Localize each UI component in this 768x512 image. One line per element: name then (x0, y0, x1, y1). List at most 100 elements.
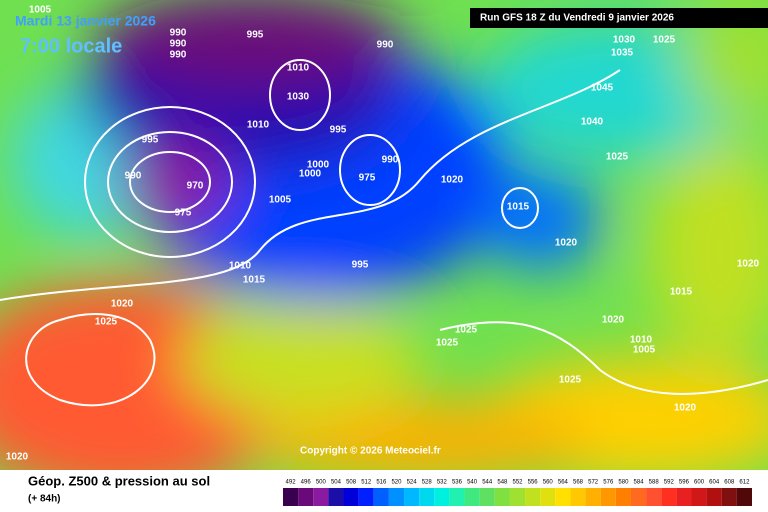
legend-swatch (509, 488, 526, 506)
time: 7:00 locale (20, 35, 122, 57)
legend-tick: 564 (558, 480, 569, 486)
legend-tick: 568 (573, 480, 584, 486)
legend-swatch (630, 488, 647, 506)
isobar-label: 990 (170, 39, 187, 50)
isobar-label: 990 (125, 171, 142, 182)
isobar-label: 1020 (555, 238, 578, 249)
legend-tick: 584 (634, 480, 645, 486)
legend-tick: 608 (724, 480, 735, 486)
run-box (470, 8, 768, 28)
isobar-label: 975 (175, 208, 192, 219)
isobar-label: 1005 (29, 5, 52, 16)
isobar-label: 995 (352, 260, 369, 271)
isobar-label: 1025 (606, 152, 629, 163)
legend-swatch (283, 488, 299, 506)
legend-swatch (721, 488, 737, 506)
legend-swatch (646, 488, 662, 506)
legend-tick: 520 (391, 480, 402, 486)
legend-swatch (615, 488, 631, 506)
isobar-label: 1010 (247, 120, 270, 131)
isobar-label: 1025 (95, 317, 118, 328)
isobar-label: 1000 (299, 169, 322, 180)
field (0, 0, 768, 500)
run: Run GFS 18 Z du Vendredi 9 janvier 2026 (480, 13, 674, 24)
legend-tick: 612 (739, 480, 750, 486)
isobar-label: 1010 (630, 335, 653, 346)
legend-swatch (494, 488, 510, 506)
legend-swatch (449, 488, 465, 506)
isobar-label: 995 (142, 135, 159, 146)
legend-tick: 556 (528, 480, 539, 486)
footer-subtitle: (+ 84h) (28, 494, 61, 505)
copyright: Copyright © 2026 Meteociel.fr (300, 446, 441, 457)
legend-tick: 552 (512, 480, 523, 486)
isobar-label: 1025 (436, 338, 459, 349)
legend-swatch (585, 488, 601, 506)
legend-swatch (540, 488, 556, 506)
legend-swatch (600, 488, 616, 506)
legend-swatch (464, 488, 480, 506)
isobar-label: 1045 (591, 83, 614, 94)
legend-tick: 504 (331, 480, 342, 486)
isobar-label: 1025 (653, 35, 676, 46)
isobar-label: 1020 (441, 175, 464, 186)
legend-swatch (479, 488, 495, 506)
legend-tick: 512 (361, 480, 372, 486)
legend-swatch (706, 488, 722, 506)
footer-title: Géop. Z500 & pression au sol (28, 473, 210, 488)
legend-swatch (736, 488, 752, 506)
isobar-label: 975 (359, 173, 376, 184)
legend-swatch (388, 488, 405, 506)
legend-swatch (313, 488, 329, 506)
isobar-label: 995 (247, 30, 264, 41)
legend-tick: 524 (407, 480, 418, 486)
legend-swatch (328, 488, 344, 506)
legend-tick: 580 (618, 480, 629, 486)
legend-tick: 496 (301, 480, 312, 486)
legend-swatch (661, 488, 677, 506)
isobar-label: 1005 (633, 345, 656, 356)
isobar-label: 1015 (670, 287, 693, 298)
legend-swatch (343, 488, 359, 506)
legend-tick: 588 (649, 480, 660, 486)
isobar-label: 970 (187, 181, 204, 192)
legend-swatch (434, 488, 450, 506)
legend-tick: 544 (482, 480, 493, 486)
legend: 492 496 500 504 508 512 516 520 524 528 532 536 540 5… (283, 480, 752, 506)
isobar-label: 990 (170, 50, 187, 61)
isobar-label: 995 (330, 125, 347, 136)
legend-tick: 508 (346, 480, 357, 486)
legend-swatch (676, 488, 692, 506)
legend-swatch (373, 488, 389, 506)
legend-tick: 516 (376, 480, 387, 486)
isobar-label: 1020 (674, 403, 697, 414)
legend-tick: 548 (497, 480, 508, 486)
legend-tick: 596 (679, 480, 690, 486)
legend-swatch (419, 488, 435, 506)
legend-tick: 604 (709, 480, 720, 486)
isobar-label: 1040 (581, 117, 604, 128)
isobar-label: 1020 (6, 452, 29, 463)
legend-tick: 576 (603, 480, 614, 486)
legend-swatch (298, 488, 314, 506)
isobar-label: 1020 (602, 315, 625, 326)
legend-tick: 572 (588, 480, 599, 486)
legend-swatch (404, 488, 420, 506)
legend-swatch (555, 488, 571, 506)
legend-swatch (525, 488, 541, 506)
isobar-label: 1030 (613, 35, 636, 46)
isobar-label: 990 (170, 28, 187, 39)
isobar-label: 1015 (507, 202, 530, 213)
isobar-label: 1010 (287, 63, 310, 74)
isobar-label: 1000 (307, 160, 330, 171)
legend-swatch (358, 488, 374, 506)
isobar-label: 1010 (229, 261, 252, 272)
isobar-label: 1020 (111, 299, 134, 310)
legend-tick: 560 (543, 480, 554, 486)
legend-tick: 540 (467, 480, 478, 486)
legend-tick: 528 (422, 480, 433, 486)
legend-tick: 600 (694, 480, 705, 486)
isobar-label: 1030 (287, 92, 310, 103)
